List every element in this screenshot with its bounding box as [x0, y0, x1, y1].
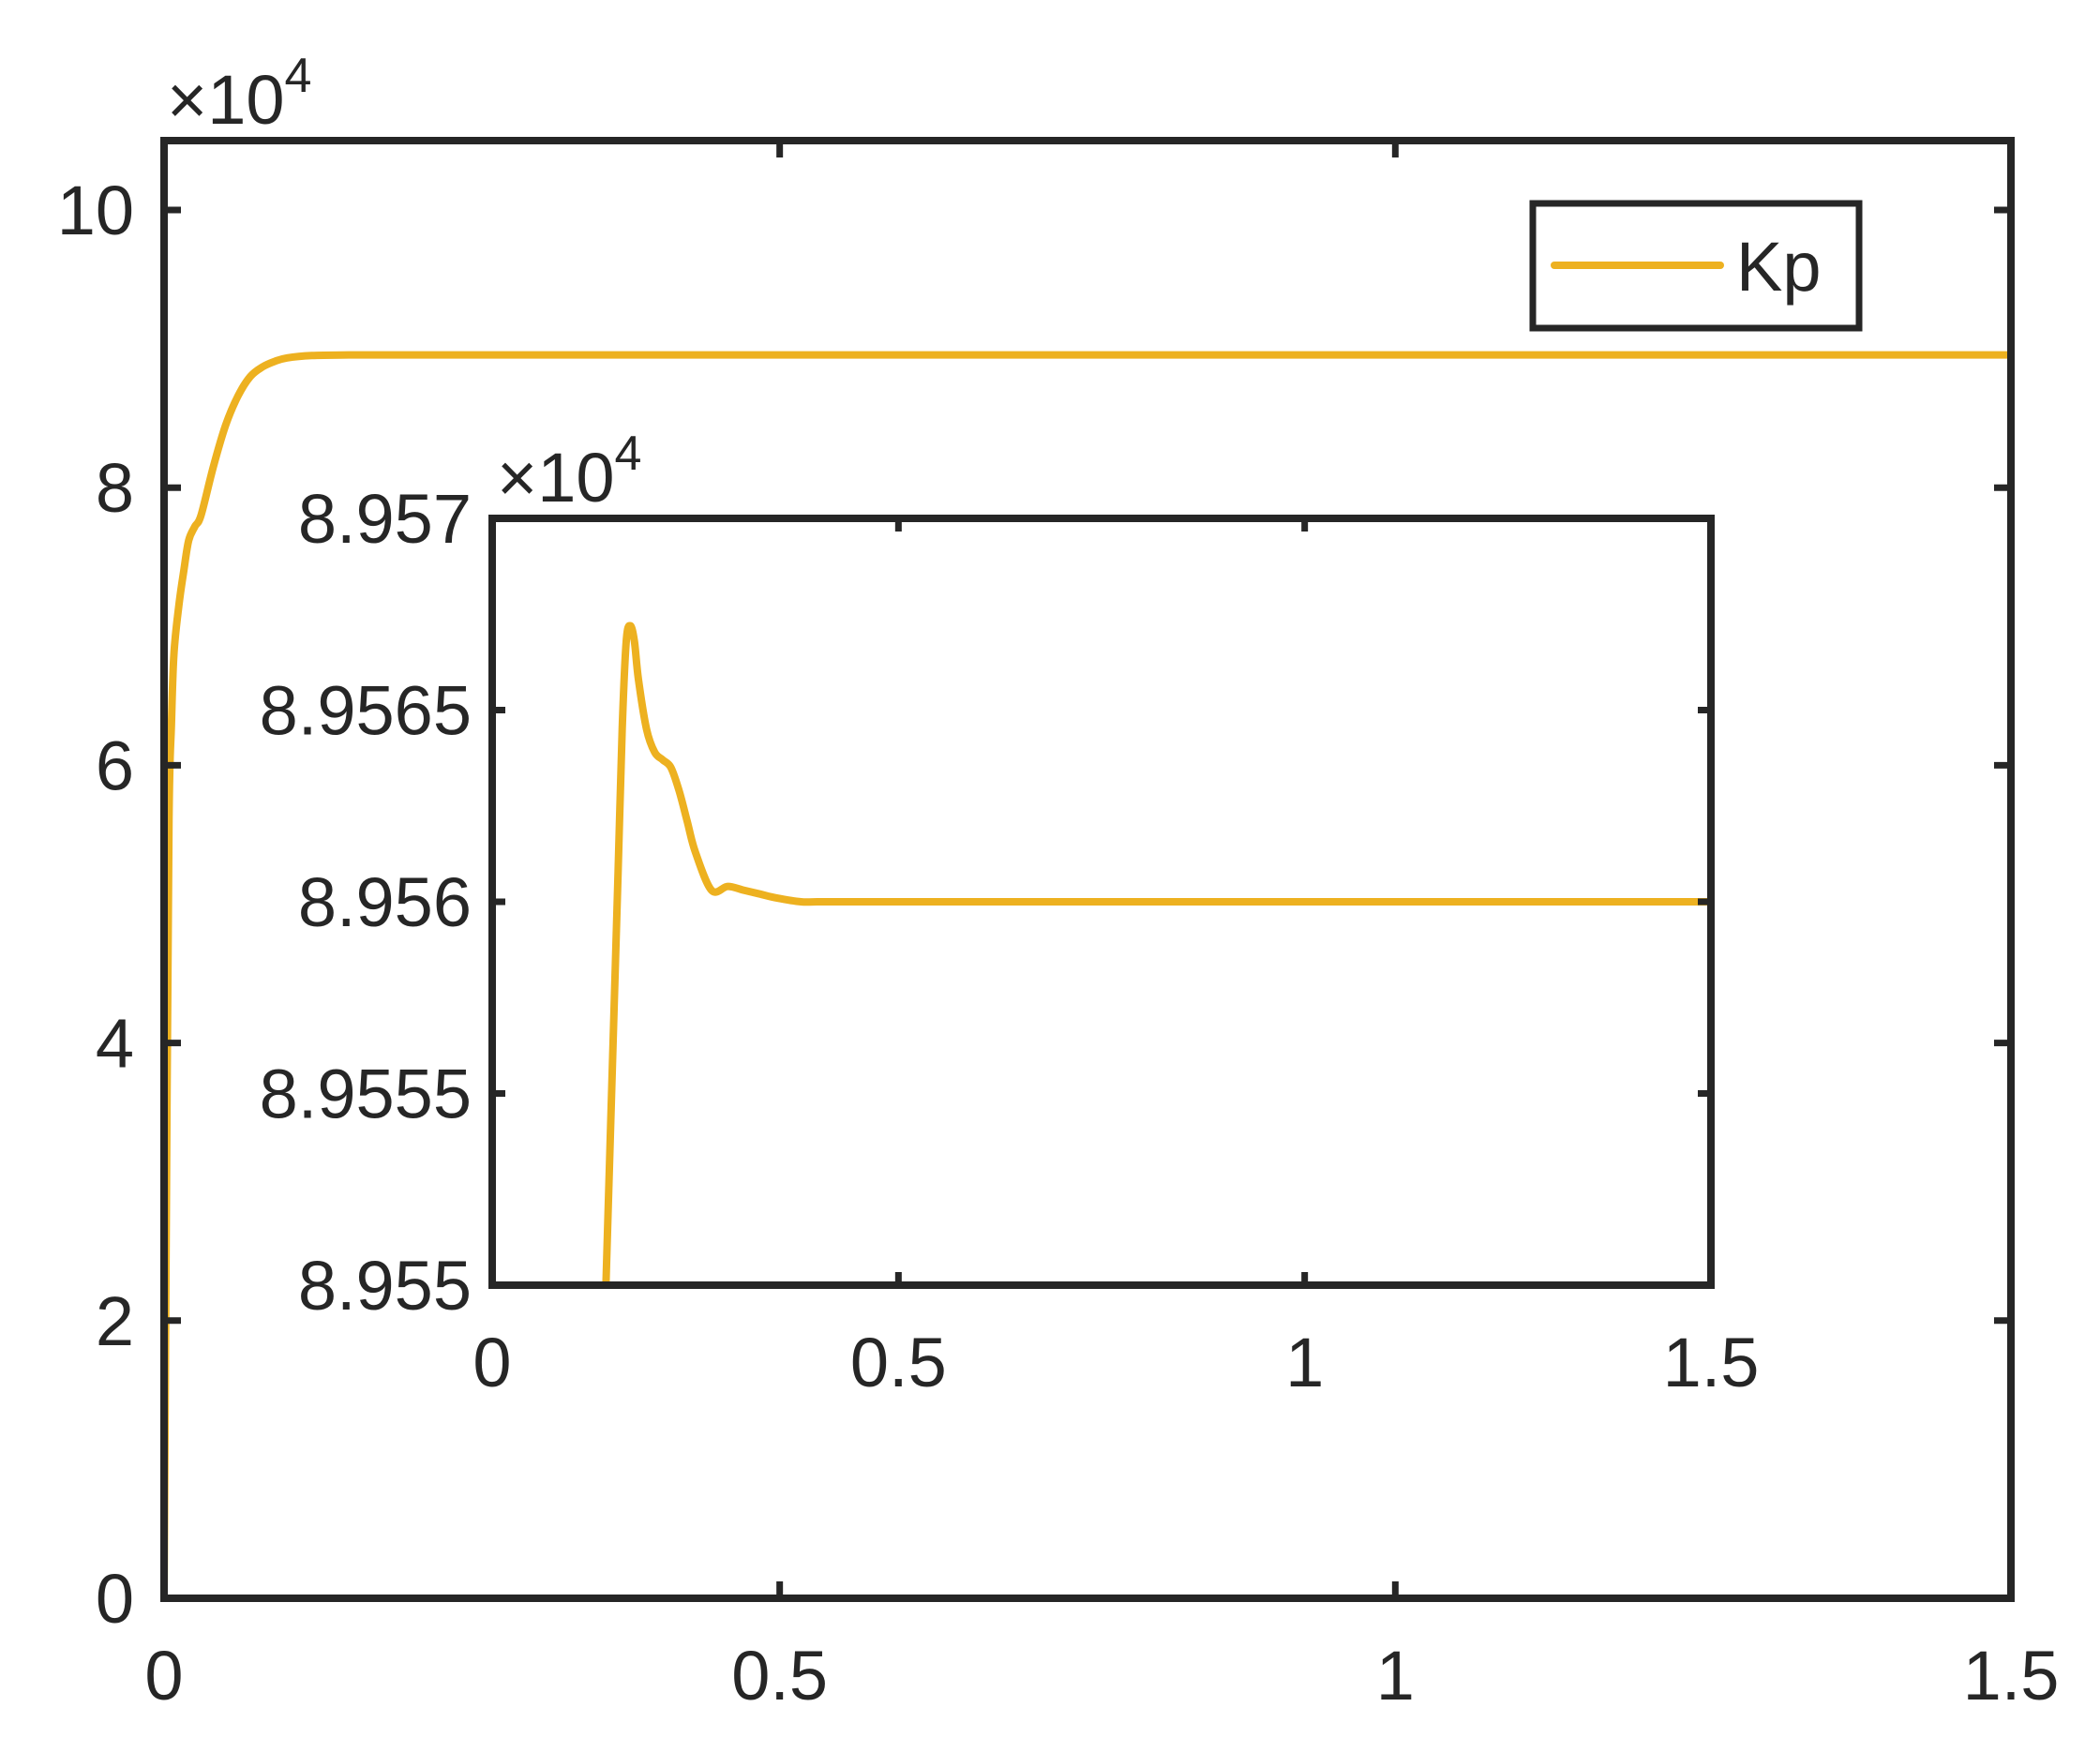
main-axes-frame	[160, 137, 2015, 1602]
inset-y-multiplier-base: ×10	[497, 439, 615, 517]
inset-y-tick-label: 8.9555	[260, 1056, 472, 1133]
inset-tick-labels: 0 0.5 1 1.5 8.955 8.9555 8.956 8.9565 8.957	[260, 480, 1760, 1401]
main-y-tick-label: 8	[96, 449, 134, 527]
inset-y-tick-label: 8.955	[298, 1247, 472, 1325]
inset-series-kp-line	[602, 621, 1711, 1285]
main-y-tick-label: 10	[57, 172, 134, 249]
main-y-tick-label: 4	[96, 1005, 134, 1083]
inset-y-multiplier: ×104	[497, 427, 641, 517]
inset-x-tick-label: 1	[1285, 1324, 1324, 1401]
inset-x-tick-label: 1.5	[1663, 1324, 1760, 1401]
inset-y-multiplier-exponent: 4	[615, 427, 642, 481]
main-ticks	[160, 141, 2015, 1602]
inset-x-tick-label: 0	[472, 1324, 511, 1401]
main-x-tick-label: 0	[144, 1637, 183, 1715]
inset-curve-layer	[602, 621, 1711, 1285]
main-y-tick-label: 0	[96, 1560, 134, 1638]
main-y-tick-label: 2	[96, 1282, 134, 1360]
main-y-multiplier-base: ×10	[167, 61, 285, 139]
main-x-tick-label: 0.5	[731, 1637, 828, 1715]
main-y-multiplier: ×104	[167, 49, 311, 139]
main-series-kp-line	[164, 351, 2011, 1598]
inset-axes: 0 0.5 1 1.5 8.955 8.9555 8.956 8.9565 8.957 ×104	[260, 427, 1760, 1401]
inset-y-tick-label: 8.957	[298, 480, 472, 558]
inset-y-tick-label: 8.9565	[260, 672, 472, 750]
inset-ticks	[488, 515, 1715, 1289]
main-x-tick-label: 1	[1376, 1637, 1415, 1715]
main-x-tick-label: 1.5	[1963, 1637, 2060, 1715]
inset-y-tick-label: 8.956	[298, 863, 472, 941]
main-curve-layer	[164, 351, 2011, 1598]
legend-label-kp: Kp	[1736, 228, 1822, 306]
legend: Kp	[1529, 200, 1863, 332]
inset-x-tick-label: 0.5	[850, 1324, 947, 1401]
main-y-tick-label: 6	[96, 726, 134, 804]
main-y-multiplier-exponent: 4	[285, 49, 312, 103]
